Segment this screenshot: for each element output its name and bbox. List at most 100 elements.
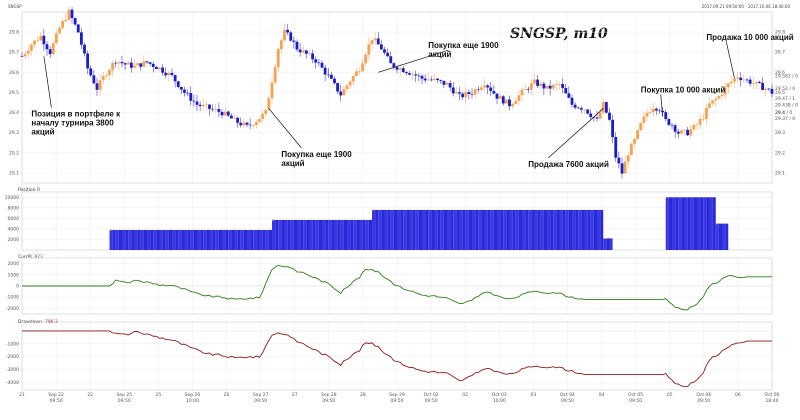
position-bar	[268, 229, 272, 250]
position-bar	[384, 209, 388, 250]
position-bar	[709, 197, 713, 250]
candle-body	[136, 63, 140, 66]
position-bar	[681, 197, 685, 250]
position-bar	[228, 229, 232, 250]
position-bar	[409, 209, 413, 250]
position-bar	[153, 229, 157, 250]
candle-body	[111, 62, 115, 71]
candle-body	[329, 74, 333, 79]
position-bar	[487, 209, 491, 250]
x-axis-tick-time: 09:50	[697, 398, 710, 404]
candle-body	[298, 49, 302, 53]
currpl-y-tick: 1000	[8, 272, 20, 278]
annotation-label: акций	[428, 50, 451, 59]
position-bar	[703, 197, 707, 250]
candle-body	[45, 44, 49, 50]
x-axis-tick: Sep 26	[185, 392, 201, 398]
candle-body	[414, 74, 418, 76]
candle-body	[526, 88, 530, 90]
position-bar	[493, 209, 497, 250]
candle-body	[339, 91, 343, 96]
candle-body	[558, 84, 561, 85]
position-bar	[509, 209, 513, 250]
candle-body	[161, 67, 165, 73]
candle-body	[104, 75, 108, 77]
candle-body	[601, 102, 605, 113]
position-bar	[259, 229, 263, 250]
x-axis-tick: 03	[530, 392, 536, 398]
position-bar	[540, 209, 544, 250]
candle-body	[401, 68, 405, 73]
position-bar	[350, 219, 354, 250]
price-right-tick: 29.6	[775, 70, 785, 76]
position-bar	[462, 209, 466, 250]
position-bar	[481, 209, 485, 250]
annotation-label: Продажа 10 000 акций	[706, 33, 793, 42]
candle-body	[176, 81, 180, 87]
candle-body	[323, 67, 327, 75]
position-bar	[312, 219, 316, 250]
candle-body	[764, 88, 768, 91]
position-bar	[190, 229, 194, 250]
position-bar	[518, 209, 522, 250]
candle-body	[420, 75, 424, 79]
candle-body	[520, 89, 524, 96]
candle-body	[589, 113, 593, 118]
candle-body	[167, 72, 171, 76]
position-bar	[397, 209, 401, 250]
candle-body	[676, 131, 680, 134]
candle-body	[467, 92, 471, 94]
position-bar	[343, 219, 347, 250]
x-axis-tick: Sep 27	[253, 392, 269, 398]
candle-body	[283, 29, 286, 41]
x-axis-tick: 25	[155, 392, 161, 398]
position-bar	[478, 209, 482, 250]
candle-body	[195, 101, 199, 105]
position-bar	[684, 197, 688, 250]
x-axis-tick: Sep 28	[321, 392, 337, 398]
candle-body	[108, 70, 111, 76]
position-bar	[203, 229, 207, 250]
chart-title: SNGSP, m10	[510, 26, 608, 42]
position-bar	[131, 229, 135, 250]
position-bar	[243, 229, 247, 250]
x-axis-tick: 28	[360, 392, 366, 398]
position-bar	[406, 209, 410, 250]
candle-body	[417, 75, 421, 77]
candle-body	[758, 81, 761, 83]
candle-body	[561, 84, 565, 88]
position-bar	[562, 209, 566, 250]
position-bar	[318, 219, 322, 250]
position-bar	[272, 219, 276, 250]
candle-body	[258, 118, 261, 123]
candle-body	[61, 21, 65, 28]
position-bar	[253, 229, 257, 250]
position-bar	[590, 209, 594, 250]
x-axis-tick: 21	[19, 392, 25, 398]
candle-body	[308, 53, 311, 55]
position-bar	[603, 238, 607, 250]
candle-body	[114, 62, 118, 64]
candle-body	[301, 50, 305, 53]
price-right-tick: 29.1	[775, 170, 785, 176]
position-bar	[256, 229, 260, 250]
candle-body	[445, 83, 449, 85]
x-axis-tick: Sep 29	[389, 392, 405, 398]
price-y-tick: 29.6	[9, 70, 19, 76]
position-bar	[484, 209, 488, 250]
position-bar	[293, 219, 297, 250]
candle-body	[545, 85, 549, 89]
x-axis-tick: 04	[599, 392, 605, 398]
position-bar	[278, 219, 282, 250]
position-y-tick: 10000	[5, 195, 19, 201]
position-bar	[725, 223, 729, 250]
candle-body	[239, 122, 243, 126]
price-right-tick: 29.4	[775, 110, 785, 116]
candle-body	[89, 68, 93, 76]
candle-body	[398, 68, 402, 70]
position-bar	[600, 209, 604, 250]
position-bar	[134, 229, 138, 250]
candle-body	[486, 85, 490, 88]
position-bar	[218, 229, 222, 250]
candle-body	[248, 124, 252, 126]
